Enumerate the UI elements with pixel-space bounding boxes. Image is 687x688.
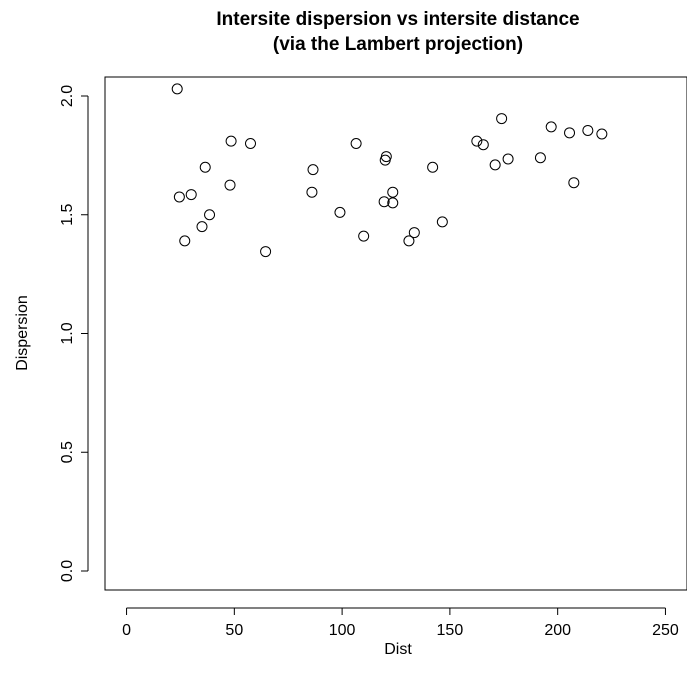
x-tick-label: 50 [225, 622, 243, 639]
data-point [173, 191, 185, 203]
data-point [380, 151, 392, 163]
data-point [350, 138, 362, 149]
data-point [307, 164, 319, 176]
data-point [387, 197, 399, 209]
data-point [224, 179, 236, 191]
y-tick-label: 0.5 [59, 441, 76, 463]
data-point [403, 235, 415, 247]
y-axis-title: Dispersion [14, 295, 31, 371]
data-point [436, 216, 448, 228]
plot-frame [104, 76, 687, 591]
x-tick-label: 100 [329, 622, 356, 639]
y-tick-label: 1.0 [59, 322, 76, 344]
data-point [199, 161, 211, 173]
y-tick-label: 1.5 [59, 204, 76, 226]
data-point [225, 135, 237, 147]
data-point [564, 127, 576, 139]
data-point [334, 206, 346, 218]
data-point [204, 209, 216, 221]
data-point [171, 83, 183, 95]
x-axis: 0 50 100 150 200 250 [122, 607, 679, 639]
data-point [260, 246, 272, 258]
y-axis: 0.0 0.5 1.0 1.5 2.0 [59, 85, 89, 582]
data-point [358, 230, 370, 242]
chart-subtitle: (via the Lambert projection) [273, 34, 523, 55]
data-point [596, 128, 608, 140]
data-point [387, 186, 399, 198]
x-tick-label: 200 [544, 622, 571, 639]
data-point [185, 189, 197, 201]
data-point [496, 113, 508, 125]
data-point [306, 186, 318, 198]
data-point [245, 138, 256, 149]
x-tick-label: 250 [652, 622, 679, 639]
data-point [471, 135, 483, 147]
data-point [196, 221, 208, 233]
data-point [489, 159, 501, 171]
y-tick-label: 0.0 [59, 560, 76, 582]
y-tick-label: 2.0 [59, 85, 76, 107]
data-point [545, 121, 557, 133]
data-point [179, 235, 191, 247]
x-tick-label: 150 [437, 622, 464, 639]
data-point [582, 124, 594, 136]
data-point [408, 227, 420, 239]
data-point [477, 139, 489, 151]
data-point [534, 152, 546, 164]
data-point [502, 153, 514, 165]
data-point [427, 161, 439, 173]
data-point [378, 196, 390, 208]
x-axis-title: Dist [384, 641, 412, 658]
chart-title: Intersite dispersion vs intersite distan… [216, 9, 579, 30]
x-tick-label: 0 [122, 622, 131, 639]
data-points [171, 83, 608, 258]
data-point [568, 177, 580, 189]
